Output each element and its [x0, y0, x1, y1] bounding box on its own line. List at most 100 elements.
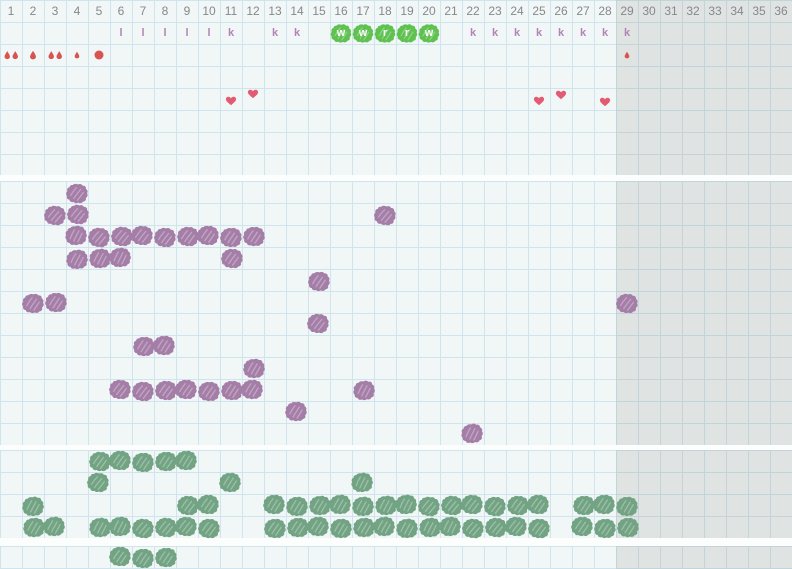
green-scribble-badge: r	[374, 23, 396, 43]
scribble-blob	[616, 517, 640, 538]
scribble-blob	[526, 493, 550, 515]
symptom-blob-purple	[152, 226, 178, 249]
day-letter-marker: k	[492, 27, 498, 39]
scribble-blob	[154, 547, 178, 568]
scribble-blob	[86, 225, 112, 249]
period-spotting-marker	[624, 51, 630, 59]
symptoms-green-section-2	[0, 545, 792, 569]
day-number-cell[interactable]: 3	[51, 4, 59, 18]
day-number-cell[interactable]: 8	[161, 4, 169, 18]
day-number-cell[interactable]: 30	[642, 4, 656, 18]
scribble-blob	[44, 292, 68, 313]
day-number-cell[interactable]: 32	[686, 4, 700, 18]
symptom-blob-green	[526, 493, 550, 515]
scribble-blob	[263, 517, 287, 539]
day-number-cell[interactable]: 15	[312, 4, 326, 18]
symptom-blob-green	[592, 493, 616, 515]
day-number-cell[interactable]: 17	[356, 4, 370, 18]
scribble-blob	[107, 245, 133, 269]
symptom-blob-purple	[44, 292, 68, 313]
day-number-cell[interactable]: 23	[488, 4, 502, 18]
day-letter-marker: k	[228, 27, 234, 39]
day-letter: k	[601, 27, 609, 39]
scribble-blob	[152, 334, 176, 356]
symptom-blob-green	[263, 517, 287, 539]
period-flow-marker	[30, 50, 37, 60]
symptom-blob-green	[85, 471, 111, 494]
scribble-blob	[460, 516, 486, 540]
day-number-cell[interactable]: 21	[444, 4, 458, 18]
day-number-cell[interactable]: 24	[510, 4, 524, 18]
period-dot-marker	[94, 50, 104, 60]
day-number-cell[interactable]: 2	[29, 4, 37, 18]
day-letter-marker: k	[624, 27, 630, 39]
day-number-cell[interactable]: 16	[334, 4, 348, 18]
heart-icon	[533, 96, 545, 106]
day-letter: k	[491, 27, 499, 39]
day-letter: k	[271, 27, 279, 39]
day-number-cell[interactable]: 35	[752, 4, 766, 18]
day-number-cell[interactable]: 12	[246, 4, 260, 18]
day-number-cell[interactable]: 25	[532, 4, 546, 18]
green-scribble-badge: w	[418, 23, 440, 43]
scribble-blob	[285, 495, 309, 517]
intimacy-heart-marker	[247, 89, 259, 99]
day-number-cell[interactable]: 34	[730, 4, 744, 18]
scribble-blob	[371, 515, 397, 538]
scribble-blob	[197, 380, 221, 402]
day-number-cell[interactable]: 10	[202, 4, 216, 18]
symptom-blob-green	[349, 470, 375, 494]
day-number-cell[interactable]: 4	[73, 4, 81, 18]
scribble-blob	[196, 517, 222, 540]
day-number-cell[interactable]: 19	[400, 4, 414, 18]
day-number-cell[interactable]: 11	[224, 4, 238, 18]
day-number-cell[interactable]: 20	[422, 4, 436, 18]
heart-icon	[555, 90, 567, 100]
symptom-blob-purple	[351, 378, 377, 402]
day-number-cell[interactable]: 29	[620, 4, 634, 18]
symptom-blob-purple	[284, 400, 308, 422]
day-number-cell[interactable]: 22	[466, 4, 480, 18]
intimacy-heart-marker	[599, 97, 611, 107]
day-number-cell[interactable]: 33	[708, 4, 722, 18]
day-number-cell[interactable]: 7	[139, 4, 147, 18]
blood-drop-icon	[74, 51, 80, 59]
cycle-days-section: 1 2 3 4 5 6 7 8 9 10 11 12 13 14 15 16 17 18 19 20 21 22 23 24 2…	[0, 0, 792, 175]
intimacy-heart-marker	[533, 96, 545, 106]
symptom-blob-green	[329, 517, 353, 539]
scribble-blob	[129, 224, 155, 247]
symptom-blob-green	[154, 547, 178, 568]
scribble-blob	[108, 449, 132, 471]
scribble-blob	[327, 493, 353, 516]
day-number-cell[interactable]: 18	[378, 4, 392, 18]
day-number-cell[interactable]: 31	[664, 4, 678, 18]
period-spotting-marker	[74, 51, 80, 59]
symptom-blob-green	[327, 493, 353, 516]
heart-icon	[247, 89, 259, 99]
blood-drop-icon	[4, 51, 10, 60]
symptom-blob-purple	[220, 247, 244, 270]
day-number-cell[interactable]: 26	[554, 4, 568, 18]
day-number-cell[interactable]: 13	[268, 4, 282, 18]
scribble-blob	[64, 248, 90, 271]
day-number-cell[interactable]: 36	[774, 4, 788, 18]
day-number-cell[interactable]: 5	[95, 4, 103, 18]
day-number-cell[interactable]: 28	[598, 4, 612, 18]
symptom-blob-purple	[240, 378, 264, 400]
symptom-blob-green	[350, 495, 376, 518]
day-letter-marker: k	[536, 27, 542, 39]
scribble-blob	[131, 547, 155, 569]
day-number-cell[interactable]: 9	[183, 4, 191, 18]
green-badge-marker: w	[330, 23, 352, 43]
day-letter-marker: l	[207, 27, 210, 39]
scribble-blob	[262, 493, 286, 515]
day-number-cell[interactable]: 27	[576, 4, 590, 18]
day-number-cell[interactable]: 6	[117, 4, 125, 18]
symptom-blob-green	[108, 449, 132, 471]
day-number-cell[interactable]: 14	[290, 4, 304, 18]
day-letter-marker: l	[141, 27, 144, 39]
day-number-cell[interactable]: 1	[7, 4, 15, 18]
scribble-blob	[482, 495, 508, 518]
symptoms-purple-section	[0, 181, 792, 445]
scribble-blob	[284, 400, 308, 422]
